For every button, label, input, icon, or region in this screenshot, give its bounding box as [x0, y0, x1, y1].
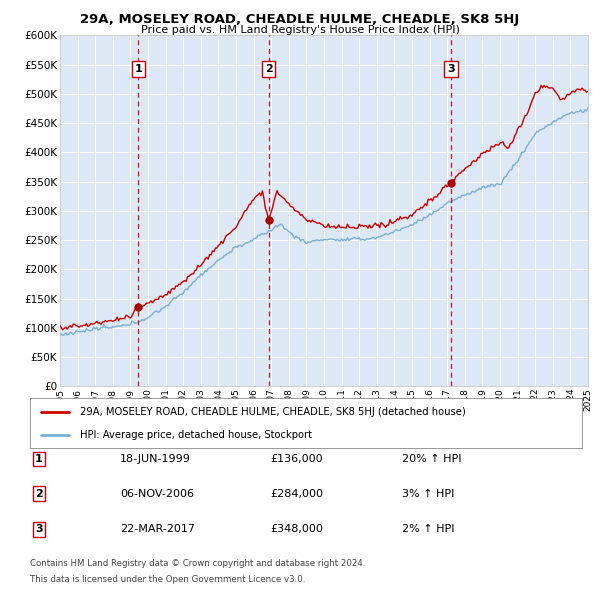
Text: Contains HM Land Registry data © Crown copyright and database right 2024.: Contains HM Land Registry data © Crown c… — [30, 559, 365, 568]
Text: £284,000: £284,000 — [270, 489, 323, 499]
Text: 18-JUN-1999: 18-JUN-1999 — [120, 454, 191, 464]
Text: 22-MAR-2017: 22-MAR-2017 — [120, 525, 195, 534]
Text: 2% ↑ HPI: 2% ↑ HPI — [402, 525, 455, 534]
Text: This data is licensed under the Open Government Licence v3.0.: This data is licensed under the Open Gov… — [30, 575, 305, 584]
Text: 06-NOV-2006: 06-NOV-2006 — [120, 489, 194, 499]
Text: £136,000: £136,000 — [270, 454, 323, 464]
Text: 29A, MOSELEY ROAD, CHEADLE HULME, CHEADLE, SK8 5HJ: 29A, MOSELEY ROAD, CHEADLE HULME, CHEADL… — [80, 13, 520, 26]
Text: 20% ↑ HPI: 20% ↑ HPI — [402, 454, 461, 464]
Text: 3: 3 — [447, 64, 455, 74]
Text: £348,000: £348,000 — [270, 525, 323, 534]
Text: HPI: Average price, detached house, Stockport: HPI: Average price, detached house, Stoc… — [80, 430, 311, 440]
Text: 3: 3 — [35, 525, 43, 534]
Text: 2: 2 — [265, 64, 272, 74]
Text: 3% ↑ HPI: 3% ↑ HPI — [402, 489, 454, 499]
Text: 1: 1 — [134, 64, 142, 74]
Text: 1: 1 — [35, 454, 43, 464]
Text: Price paid vs. HM Land Registry's House Price Index (HPI): Price paid vs. HM Land Registry's House … — [140, 25, 460, 35]
Text: 29A, MOSELEY ROAD, CHEADLE HULME, CHEADLE, SK8 5HJ (detached house): 29A, MOSELEY ROAD, CHEADLE HULME, CHEADL… — [80, 407, 466, 417]
Text: 2: 2 — [35, 489, 43, 499]
